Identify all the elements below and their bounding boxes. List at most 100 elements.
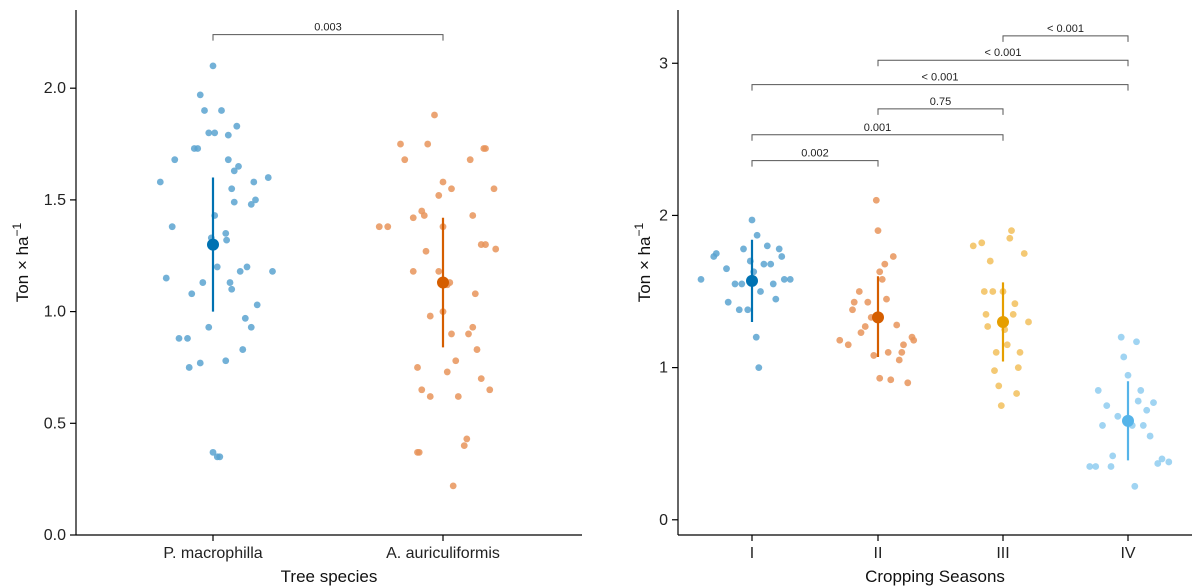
data-point <box>982 310 990 318</box>
data-point <box>224 131 232 139</box>
data-point <box>883 295 890 303</box>
x-tick-label: I <box>750 545 754 562</box>
data-point <box>418 386 426 394</box>
data-point <box>156 178 164 186</box>
data-point <box>989 288 997 295</box>
data-point <box>874 227 882 235</box>
data-point <box>910 336 918 344</box>
data-point <box>1094 387 1102 394</box>
data-point <box>855 288 863 295</box>
data-point <box>895 356 903 364</box>
data-point <box>194 145 202 152</box>
data-point <box>426 393 434 400</box>
data-point <box>889 253 897 260</box>
data-point <box>995 382 1003 390</box>
data-point <box>460 442 468 450</box>
data-point <box>241 314 249 322</box>
p-value-label: < 0.001 <box>921 72 958 84</box>
data-point <box>486 386 494 394</box>
data-point <box>1107 463 1115 470</box>
y-tick-label: 2 <box>659 207 668 224</box>
data-point <box>466 156 474 164</box>
data-point <box>448 185 455 193</box>
data-point <box>415 448 423 456</box>
data-point <box>884 348 892 356</box>
p-value-label: < 0.001 <box>1047 23 1084 35</box>
data-point <box>769 280 777 288</box>
x-axis-title: Cropping Seasons <box>865 567 1005 586</box>
data-point <box>269 267 276 275</box>
data-point <box>1158 455 1166 463</box>
data-point <box>904 379 912 387</box>
data-point <box>228 185 236 193</box>
data-point <box>1025 318 1032 326</box>
data-point <box>162 274 170 282</box>
data-point <box>740 245 747 253</box>
data-point <box>775 245 783 253</box>
data-point <box>992 348 1000 356</box>
data-point <box>969 242 977 250</box>
data-point <box>748 216 756 224</box>
data-point <box>490 185 498 193</box>
data-point <box>1009 310 1017 318</box>
data-point <box>887 376 895 384</box>
data-point <box>171 156 179 164</box>
mean-point <box>437 276 449 289</box>
data-point <box>473 346 481 353</box>
data-point <box>449 482 457 490</box>
data-point <box>744 306 752 314</box>
p-value-label: 0.75 <box>930 96 951 108</box>
data-point <box>753 231 761 239</box>
data-point <box>222 230 230 237</box>
data-point <box>724 298 732 306</box>
data-point <box>986 257 994 265</box>
data-point <box>401 156 409 164</box>
data-point <box>900 341 907 349</box>
data-point <box>226 279 234 286</box>
data-point <box>836 336 844 344</box>
data-point <box>239 346 247 353</box>
y-tick-label: 2.0 <box>44 80 66 97</box>
data-point <box>469 323 477 331</box>
data-point <box>1134 397 1142 405</box>
data-point <box>452 357 460 365</box>
data-point <box>482 145 489 152</box>
data-point <box>723 265 730 273</box>
data-point <box>431 111 438 119</box>
data-point <box>735 306 743 314</box>
data-point <box>477 375 485 383</box>
data-point <box>471 290 479 298</box>
x-tick-label: II <box>874 545 883 562</box>
data-point <box>384 223 392 231</box>
data-point <box>844 341 852 349</box>
data-point <box>1103 402 1111 410</box>
data-point <box>980 288 988 295</box>
data-point <box>439 178 447 186</box>
data-point <box>755 364 763 372</box>
data-point <box>1131 482 1139 490</box>
data-point <box>228 285 236 293</box>
data-point <box>878 275 886 283</box>
data-point <box>184 335 191 342</box>
y-axis-title: Ton × ha−1 <box>632 222 654 302</box>
p-value-label: 0.003 <box>314 22 342 34</box>
data-point <box>409 267 417 275</box>
data-point <box>978 239 986 247</box>
data-point <box>984 323 992 330</box>
data-point <box>213 263 221 271</box>
data-point <box>252 196 259 204</box>
mean-point <box>746 274 758 287</box>
data-point <box>1114 412 1122 420</box>
data-point <box>209 448 217 456</box>
significance-bracket <box>751 84 1129 91</box>
data-point <box>1124 371 1132 379</box>
significance-bracket <box>877 108 1004 115</box>
data-point <box>463 435 471 443</box>
data-point <box>1137 387 1145 394</box>
data-point <box>230 167 238 175</box>
data-point <box>898 348 906 356</box>
y-tick-label: 1.0 <box>44 304 66 321</box>
data-point <box>420 212 428 219</box>
data-point <box>1013 390 1020 397</box>
data-point <box>205 129 213 137</box>
